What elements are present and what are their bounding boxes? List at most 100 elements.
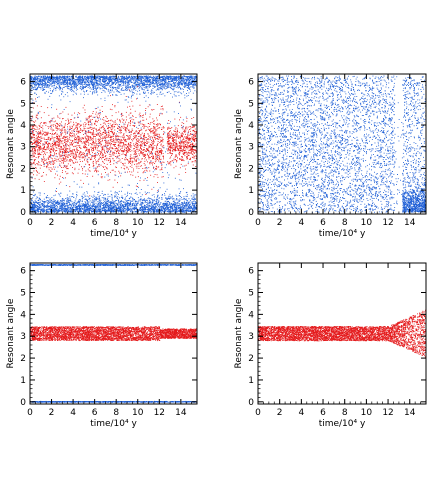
data-point [113, 202, 114, 204]
data-point [93, 87, 95, 89]
data-point [82, 203, 84, 205]
data-point [159, 206, 161, 208]
data-point [185, 83, 187, 85]
data-point [163, 207, 165, 208]
data-point [132, 197, 133, 199]
data-point [195, 79, 197, 81]
data-point [135, 211, 137, 213]
data-point [75, 92, 77, 94]
data-point [132, 198, 134, 200]
data-point [112, 86, 114, 88]
data-point [165, 200, 167, 202]
data-point [173, 78, 174, 79]
data-point [114, 196, 115, 198]
data-point [71, 75, 73, 77]
data-point [153, 206, 155, 208]
data-point [128, 86, 130, 88]
data-point [38, 83, 40, 85]
data-point [102, 210, 104, 212]
data-point [142, 84, 144, 86]
data-point [88, 201, 90, 203]
data-point [47, 208, 49, 210]
data-point [77, 201, 79, 203]
data-point [71, 203, 73, 205]
data-point [72, 78, 74, 80]
data-point [62, 91, 64, 93]
data-point [96, 77, 98, 79]
data-point [96, 197, 98, 199]
data-point [149, 202, 150, 204]
data-point [115, 194, 117, 196]
data-point [128, 82, 129, 84]
data-point [103, 205, 105, 207]
data-point [103, 210, 105, 212]
data-point [105, 202, 107, 204]
data-point [128, 204, 130, 206]
data-point [128, 202, 130, 204]
data-point [34, 84, 36, 86]
data-point [120, 81, 122, 82]
data-point [152, 77, 154, 79]
data-point [116, 203, 117, 205]
data-point [195, 206, 197, 208]
data-point [95, 208, 96, 209]
data-point [45, 210, 47, 212]
data-point [192, 204, 194, 206]
data-point [74, 83, 75, 85]
data-point [95, 81, 97, 83]
data-point [155, 80, 156, 82]
data-point [71, 208, 73, 210]
data-point [30, 77, 32, 79]
data-point [57, 202, 58, 203]
data-point [130, 208, 132, 210]
data-point [188, 81, 190, 83]
data-point [127, 205, 128, 207]
data-point [124, 76, 125, 78]
data-point [82, 205, 84, 207]
data-point [173, 79, 175, 81]
data-point [150, 208, 151, 210]
data-point [164, 78, 166, 79]
data-point [166, 76, 168, 78]
data-point [174, 206, 176, 208]
data-point [56, 200, 58, 202]
data-point [172, 78, 174, 80]
data-point [86, 90, 88, 91]
data-point [111, 83, 113, 85]
data-point [134, 78, 136, 80]
data-point [186, 206, 188, 208]
data-point [171, 77, 173, 79]
data-point [36, 93, 37, 95]
data-point [119, 205, 121, 207]
data-point [188, 82, 189, 84]
data-point [172, 89, 174, 91]
data-point [46, 84, 48, 86]
data-point [157, 199, 159, 200]
data-point [84, 201, 86, 203]
data-point [158, 204, 160, 206]
data-point [116, 82, 118, 83]
data-point [55, 79, 57, 80]
data-point [140, 203, 142, 205]
data-point [141, 77, 143, 79]
data-point [58, 95, 60, 97]
data-point [189, 207, 191, 208]
data-point [70, 203, 72, 205]
data-point [32, 82, 34, 84]
data-point [82, 76, 83, 78]
data-point [70, 79, 72, 81]
data-point [105, 209, 107, 210]
data-point [108, 82, 110, 84]
data-point [51, 86, 53, 88]
data-point [188, 211, 190, 212]
data-point [182, 82, 184, 84]
data-point [164, 81, 165, 82]
data-point [67, 199, 69, 201]
data-point [112, 206, 114, 208]
data-point [71, 77, 73, 79]
data-point [83, 86, 85, 88]
data-point [177, 211, 179, 212]
data-point [89, 85, 90, 87]
data-point [156, 78, 158, 79]
data-point [58, 208, 60, 210]
